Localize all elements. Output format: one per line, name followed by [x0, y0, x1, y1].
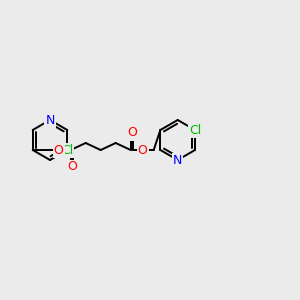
Text: N: N [45, 113, 55, 127]
Text: O: O [127, 127, 137, 140]
Text: O: O [67, 160, 77, 173]
Text: N: N [173, 154, 182, 166]
Text: Cl: Cl [189, 124, 201, 136]
Text: O: O [54, 143, 64, 157]
Text: Cl: Cl [61, 143, 74, 157]
Text: O: O [138, 143, 148, 157]
